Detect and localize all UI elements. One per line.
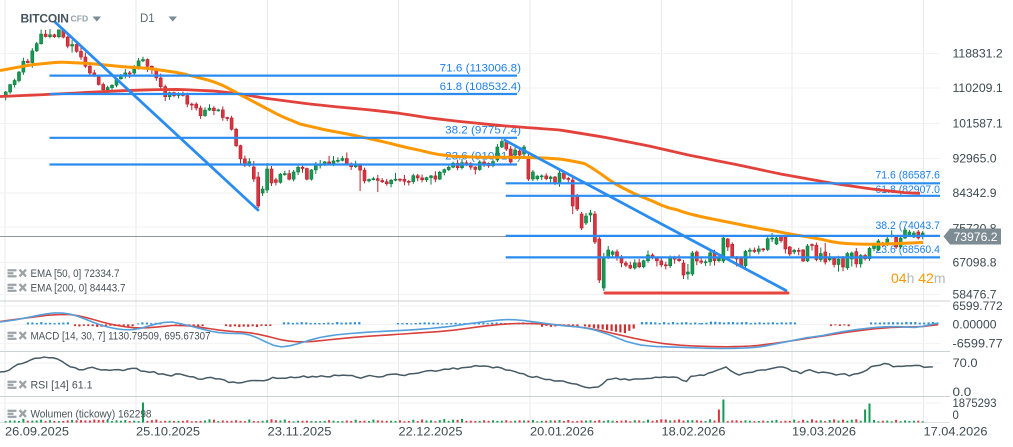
svg-text:EMA [50, 0] 72334.7: EMA [50, 0] 72334.7 — [31, 268, 120, 280]
svg-text:BITCOIN: BITCOIN — [21, 12, 69, 26]
svg-text:18.02.2026: 18.02.2026 — [662, 425, 726, 439]
svg-text:61.8 (108532.4): 61.8 (108532.4) — [440, 81, 521, 93]
svg-text:101587.1: 101587.1 — [953, 117, 1004, 131]
svg-text:71.6 (86587.6: 71.6 (86587.6 — [876, 169, 940, 181]
svg-text:RSI [14] 61.1: RSI [14] 61.1 — [31, 380, 93, 392]
svg-text:17.04.2026: 17.04.2026 — [924, 425, 988, 439]
svg-text:38.2 (74043.7: 38.2 (74043.7 — [876, 220, 940, 232]
svg-text:CFD: CFD — [71, 14, 89, 24]
svg-text:D1: D1 — [140, 13, 155, 25]
svg-text:04h 42m: 04h 42m — [891, 270, 946, 286]
svg-text:-6599.77: -6599.77 — [953, 337, 1004, 351]
svg-text:70.0: 70.0 — [953, 356, 978, 370]
svg-text:6599.772: 6599.772 — [953, 299, 1004, 313]
svg-text:58476.7: 58476.7 — [953, 288, 997, 302]
svg-text:1875293: 1875293 — [953, 396, 997, 410]
svg-text:25.10.2025: 25.10.2025 — [136, 425, 200, 439]
svg-text:Wolumen (tickowy) 162298: Wolumen (tickowy) 162298 — [31, 409, 152, 421]
svg-text:19.03.2026: 19.03.2026 — [792, 425, 856, 439]
svg-text:84342.9: 84342.9 — [953, 186, 997, 200]
svg-text:22.12.2025: 22.12.2025 — [399, 425, 463, 439]
svg-text:23.6 (68560.4: 23.6 (68560.4 — [876, 244, 940, 256]
svg-text:71.6 (113006.8): 71.6 (113006.8) — [440, 63, 521, 75]
svg-text:23.11.2025: 23.11.2025 — [268, 425, 332, 439]
svg-text:61.8 (82907.0: 61.8 (82907.0 — [876, 184, 940, 196]
svg-text:73976.2: 73976.2 — [954, 230, 998, 244]
svg-text:67098.8: 67098.8 — [953, 256, 997, 270]
svg-text:38.2 (97757.4): 38.2 (97757.4) — [445, 124, 521, 136]
svg-text:0.00000: 0.00000 — [953, 318, 997, 332]
svg-text:110209.1: 110209.1 — [953, 81, 1004, 95]
svg-text:26.09.2025: 26.09.2025 — [5, 425, 69, 439]
svg-text:EMA [200, 0] 84443.7: EMA [200, 0] 84443.7 — [31, 283, 126, 295]
svg-text:92965.0: 92965.0 — [953, 152, 997, 166]
svg-text:0.0: 0.0 — [953, 385, 972, 399]
svg-text:20.01.2026: 20.01.2026 — [530, 425, 594, 439]
svg-text:118831.2: 118831.2 — [953, 47, 1004, 61]
svg-text:MACD [14, 30, 7] 1130.79509, 6: MACD [14, 30, 7] 1130.79509, 695.67307 — [31, 331, 211, 343]
svg-text:0: 0 — [953, 408, 960, 422]
